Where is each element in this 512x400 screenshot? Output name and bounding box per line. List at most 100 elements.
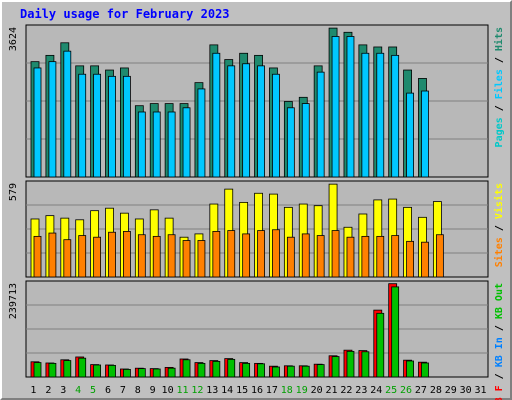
sites-bar: [391, 235, 400, 278]
legend-sites: Sites: [493, 237, 505, 267]
files-bar: [167, 111, 176, 178]
x-tick-label: 7: [120, 385, 126, 396]
sites-bar: [212, 231, 221, 278]
files-bar: [93, 73, 102, 178]
x-tick-label: 31: [475, 385, 487, 396]
x-tick-label: 5: [90, 385, 96, 396]
x-tick-label: 24: [370, 385, 382, 396]
x-tick-label: 13: [206, 385, 218, 396]
chart-title: Daily usage for February 2023: [20, 7, 230, 21]
kb-in-bar: [93, 364, 102, 378]
sites-bar: [182, 240, 191, 278]
x-tick-label: 8: [135, 385, 141, 396]
files-bar: [406, 92, 414, 178]
x-tick-label: 20: [311, 385, 323, 396]
x-tick-label: 18: [281, 385, 293, 396]
legend-kb_f: KB F: [494, 385, 505, 400]
sites-bar: [63, 239, 72, 278]
files-bar: [242, 63, 251, 178]
x-tick-label: 3: [60, 385, 66, 396]
files-bar: [48, 61, 57, 178]
x-tick-label: 22: [340, 385, 352, 396]
sites-bar: [406, 240, 414, 278]
files-bar: [212, 52, 221, 178]
kb-in-bar: [346, 350, 355, 378]
x-tick-label: 29: [445, 385, 457, 396]
files-bar: [197, 88, 206, 178]
x-tick-label: 10: [162, 385, 174, 396]
files-bar: [137, 111, 146, 178]
legend-visits: Visits: [493, 183, 505, 219]
files-bar: [376, 52, 385, 178]
kb-in-bar: [316, 364, 325, 378]
files-bar: [123, 75, 131, 178]
files-bar: [346, 36, 355, 178]
files-bar: [152, 111, 161, 178]
sites-bar: [376, 235, 385, 278]
sites-bar: [197, 240, 206, 278]
kb-in-bar: [257, 363, 265, 378]
sites-bar: [286, 236, 295, 278]
kb-in-bar: [421, 362, 429, 378]
kb-in-bar: [227, 358, 236, 378]
files-bar: [257, 65, 265, 178]
kb-in-bar: [108, 364, 116, 378]
x-tick-label: 21: [325, 385, 337, 396]
x-tick-label: 26: [400, 385, 412, 396]
legend-separator: /: [494, 99, 505, 117]
sites-bar: [48, 232, 57, 278]
files-bar: [391, 54, 400, 178]
x-tick-label: 9: [150, 385, 156, 396]
y-tick-label-kbytes: 239713: [8, 283, 19, 319]
x-tick-label: 30: [460, 385, 472, 396]
x-tick-label: 14: [221, 385, 233, 396]
kb-in-bar: [301, 365, 310, 378]
files-bar: [63, 50, 72, 178]
sites-bar: [33, 235, 42, 278]
kb-in-bar: [406, 360, 414, 378]
files-bar: [421, 90, 429, 178]
kb-in-bar: [167, 367, 176, 378]
legend-kbytes: KB F / KB In / KB Out: [494, 283, 505, 400]
x-tick-label: 27: [415, 385, 427, 396]
y-tick-label-visits: 579: [8, 183, 19, 201]
sites-bar: [108, 231, 116, 278]
kb-in-bar: [391, 286, 400, 378]
x-tick-label: 17: [266, 385, 278, 396]
files-bar: [78, 73, 87, 178]
sites-bar: [421, 241, 429, 278]
files-bar: [331, 36, 340, 178]
files-bar: [301, 103, 310, 178]
files-bar: [108, 75, 116, 178]
kb-in-bar: [242, 362, 251, 378]
x-tick-label: 1: [30, 385, 36, 396]
sites-bar: [78, 235, 87, 278]
legend-separator: /: [494, 51, 505, 69]
x-tick-label: 16: [251, 385, 263, 396]
x-tick-label: 28: [430, 385, 442, 396]
sites-bar: [435, 234, 444, 278]
sites-bar: [361, 235, 370, 278]
kb-in-bar: [361, 351, 370, 378]
x-tick-label: 25: [385, 385, 397, 396]
x-tick-label: 4: [75, 385, 81, 396]
kb-in-bar: [286, 365, 295, 378]
sites-bar: [227, 230, 236, 278]
files-bar: [33, 67, 42, 178]
kb-in-bar: [78, 357, 87, 378]
sites-bar: [316, 235, 325, 278]
files-bar: [286, 107, 295, 178]
x-tick-label: 6: [105, 385, 111, 396]
sites-bar: [152, 235, 161, 278]
x-tick-label: 15: [236, 385, 248, 396]
sites-bar: [301, 233, 310, 278]
kb-in-bar: [33, 362, 42, 378]
legend-separator: /: [494, 219, 505, 237]
legend-hits: Hits: [493, 27, 505, 51]
legend-visits: Sites / Visits: [493, 183, 505, 267]
kb-in-bar: [123, 368, 131, 378]
legend-separator: /: [494, 367, 505, 385]
x-tick-label: 19: [296, 385, 308, 396]
kb-in-bar: [152, 368, 161, 378]
x-tick-label: 12: [191, 385, 203, 396]
